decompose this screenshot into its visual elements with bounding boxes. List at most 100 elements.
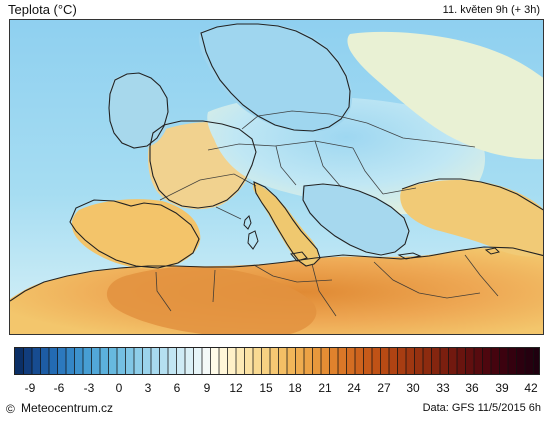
map-title: Teplota (°C) <box>8 2 77 17</box>
scale-bin <box>380 348 389 374</box>
coastline-turkey <box>401 178 543 211</box>
iberia-land <box>71 199 201 269</box>
scale-bin <box>202 348 211 374</box>
scale-bin <box>321 348 330 374</box>
scale-bin <box>465 348 474 374</box>
temperature-map-svg <box>10 20 543 334</box>
scale-bin <box>329 348 338 374</box>
balkans-land <box>301 184 408 254</box>
scale-bin <box>406 348 415 374</box>
coastline-britain <box>108 72 169 149</box>
scale-bin <box>508 348 517 374</box>
coastline-atlantic <box>69 199 200 269</box>
scale-bin <box>159 348 168 374</box>
scale-bin <box>142 348 151 374</box>
turkey-land <box>400 180 543 257</box>
island-cyprus <box>484 247 500 255</box>
island-sardinia <box>247 230 259 250</box>
scale-bin <box>219 348 228 374</box>
coastline-europe <box>149 120 257 209</box>
temperature-map[interactable] <box>9 19 544 335</box>
scale-bin <box>151 348 160 374</box>
scale-bin <box>431 348 440 374</box>
scale-bin <box>125 348 134 374</box>
legend-tick-label: 18 <box>288 381 302 395</box>
scale-bin <box>363 348 372 374</box>
sahara-hot-core <box>107 266 317 334</box>
scale-bin <box>457 348 466 374</box>
legend-tick-label: 36 <box>465 381 479 395</box>
scale-bin <box>482 348 491 374</box>
legend-tick-label: -3 <box>83 381 95 395</box>
scale-bin <box>244 348 253 374</box>
island-corsica <box>243 215 252 230</box>
legend-tick-label: 27 <box>377 381 391 395</box>
scale-bin <box>516 348 525 374</box>
scale-bin <box>91 348 100 374</box>
legend-tick-label: 3 <box>144 381 152 395</box>
scale-bin <box>525 348 534 374</box>
scale-bin <box>134 348 143 374</box>
legend-tick-label: 39 <box>495 381 509 395</box>
scale-bin <box>414 348 423 374</box>
scale-bin <box>57 348 66 374</box>
legend-tick-label: -9 <box>24 381 36 395</box>
legend-tick-label: 42 <box>524 381 538 395</box>
border-lines <box>155 110 499 317</box>
scale-bin <box>270 348 279 374</box>
color-scale-svg <box>15 348 539 374</box>
scale-bin <box>312 348 321 374</box>
eastern-plain-land <box>347 31 543 160</box>
scale-bin <box>346 348 355 374</box>
legend-tick-label: 12 <box>229 381 243 395</box>
scale-bin <box>261 348 270 374</box>
site-credit[interactable]: Meteocentrum.cz <box>21 401 114 415</box>
scale-bin <box>491 348 500 374</box>
scale-bin <box>440 348 449 374</box>
legend-tick-label: 9 <box>203 381 211 395</box>
scale-bin <box>533 348 539 374</box>
scale-bin <box>397 348 406 374</box>
scandinavia-land <box>198 23 353 133</box>
scale-bin <box>15 348 24 374</box>
scale-bin <box>389 348 398 374</box>
scale-bin <box>474 348 483 374</box>
scale-bin <box>287 348 296 374</box>
scale-bin <box>23 348 32 374</box>
data-source: Data: GFS 11/5/2015 6h <box>422 402 541 414</box>
legend-tick-label: 15 <box>259 381 273 395</box>
legend-tick-label: -6 <box>53 381 65 395</box>
scale-bin <box>448 348 457 374</box>
scale-bin <box>278 348 287 374</box>
scale-bin <box>168 348 177 374</box>
legend-tick-label: 30 <box>406 381 420 395</box>
legend-tick-label: 0 <box>115 381 123 395</box>
coastline-africa <box>10 246 543 302</box>
scale-bin <box>355 348 364 374</box>
scale-bin <box>32 348 41 374</box>
scale-bin <box>499 348 508 374</box>
scale-bin <box>74 348 83 374</box>
scale-bin <box>295 348 304 374</box>
coastline-italy <box>253 181 321 267</box>
scale-bin <box>253 348 262 374</box>
scale-bin <box>338 348 347 374</box>
scale-bin <box>108 348 117 374</box>
scale-dividers <box>23 348 534 374</box>
scale-bin <box>423 348 432 374</box>
scale-bin <box>66 348 75 374</box>
copyright-symbol: © <box>6 402 15 416</box>
scale-bin <box>49 348 58 374</box>
legend-tick-labels: -9 -6 -3 0 3 6 9 12 15 18 21 24 27 30 33… <box>14 381 540 395</box>
island-crete <box>397 252 422 260</box>
scale-bin <box>304 348 313 374</box>
island-shapes <box>243 215 500 262</box>
scale-bin <box>83 348 92 374</box>
scale-bin <box>40 348 49 374</box>
british-isles-land <box>108 73 170 149</box>
forecast-valid-time: 11. květen 9h (+ 3h) <box>442 4 540 16</box>
scale-bin <box>176 348 185 374</box>
legend-tick-label: 33 <box>436 381 450 395</box>
italy-land <box>252 182 319 266</box>
